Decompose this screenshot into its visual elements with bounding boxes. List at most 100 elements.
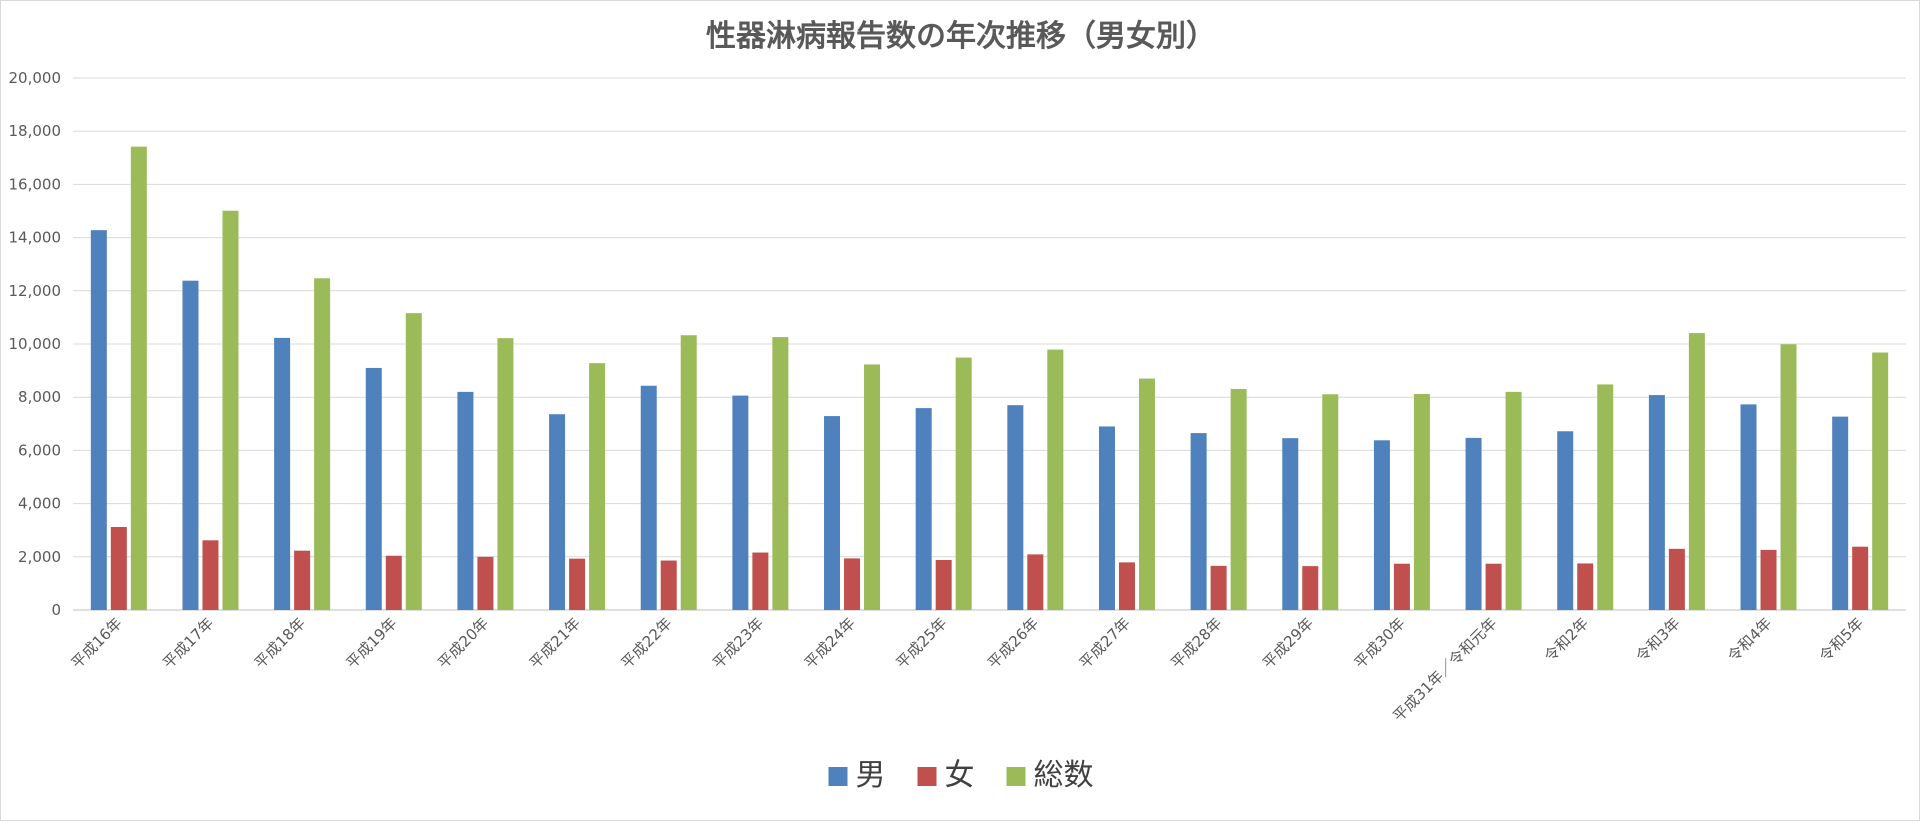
legend-swatch (917, 767, 937, 786)
legend-item: 男 (828, 758, 886, 793)
bar (680, 335, 697, 610)
bar (1393, 563, 1410, 610)
bar (844, 558, 861, 610)
bar (1210, 565, 1227, 610)
bar (1413, 394, 1430, 610)
bar (130, 146, 147, 611)
bar (497, 338, 514, 610)
bar (1852, 546, 1869, 610)
x-tick-label: 平成30年 (1351, 614, 1409, 672)
bar (1557, 431, 1574, 610)
bar (569, 558, 586, 610)
bar (1485, 563, 1502, 610)
bar (1302, 566, 1319, 610)
bar (294, 550, 311, 610)
y-tick-label: 12,000 (9, 282, 62, 300)
bar (752, 552, 769, 610)
bar (1465, 437, 1482, 610)
bar (640, 385, 657, 610)
legend-item: 総数 (1006, 758, 1094, 793)
x-tick-label: 平成20年 (434, 614, 492, 672)
x-tick-label: 令和5年 (1816, 614, 1867, 665)
y-tick-label: 0 (51, 601, 61, 619)
y-tick-label: 6,000 (18, 441, 61, 459)
legend-label: 総数 (1034, 758, 1094, 793)
legend-swatch (828, 767, 848, 786)
x-tick-label: 平成27年 (1076, 614, 1134, 672)
x-tick-label: 平成25年 (892, 614, 950, 672)
bar (915, 408, 932, 610)
bar (222, 210, 239, 610)
bars (90, 146, 1889, 611)
legend: 男 女 総数 (828, 758, 1094, 793)
y-tick-label: 14,000 (9, 229, 62, 247)
chart-title: 性器淋病報告数の年次推移（男女別） (706, 19, 1216, 54)
x-tick-label: 令和3年 (1632, 614, 1683, 665)
bar (202, 540, 219, 610)
y-axis-tick-labels: 0 2,000 4,000 6,000 8,000 10,000 12,000 14,000 1… (9, 69, 62, 619)
y-tick-label: 8,000 (18, 388, 61, 406)
legend-label: 男 (856, 758, 886, 793)
legend-label: 女 (945, 758, 975, 793)
bar (955, 357, 972, 610)
x-tick-label: 平成24年 (801, 614, 859, 672)
bar (314, 278, 331, 610)
bar (1027, 554, 1044, 610)
x-tick-label: 令和2年 (1541, 614, 1592, 665)
bar (274, 337, 291, 610)
bar (1282, 438, 1299, 610)
bar (182, 280, 199, 610)
bar (732, 395, 749, 610)
x-tick-label: 令和4年 (1724, 614, 1775, 665)
bar (90, 230, 107, 611)
bar (1872, 352, 1889, 610)
y-tick-label: 10,000 (9, 335, 62, 353)
bar (1190, 433, 1207, 610)
x-tick-label: 平成31年／令和元年 (1389, 614, 1500, 725)
x-tick-label: 平成17年 (159, 614, 217, 672)
bar (660, 560, 677, 610)
bar (1230, 388, 1247, 610)
bar (1118, 562, 1135, 610)
gridlines (73, 77, 1906, 611)
bar (935, 559, 952, 610)
bar (1138, 378, 1155, 610)
bar (477, 556, 494, 610)
y-tick-label: 18,000 (9, 122, 62, 140)
x-tick-label: 平成28年 (1167, 614, 1225, 672)
y-tick-label: 2,000 (18, 548, 61, 566)
bar (1373, 440, 1390, 610)
x-tick-label: 平成22年 (618, 614, 676, 672)
bar (1007, 405, 1024, 610)
bar (1832, 416, 1849, 610)
x-tick-label: 平成19年 (343, 614, 401, 672)
x-tick-label: 平成21年 (526, 614, 584, 672)
x-axis-tick-labels: 平成16年 平成17年 平成18年 平成19年 平成20年 平成21年 平成22年 平成23年… (68, 614, 1867, 725)
bar (589, 363, 606, 610)
bar (1760, 549, 1777, 610)
bar (1780, 344, 1797, 610)
bar (457, 391, 474, 610)
y-tick-label: 16,000 (9, 175, 62, 193)
bar (549, 414, 566, 610)
y-tick-label: 4,000 (18, 495, 61, 513)
x-tick-label: 平成16年 (68, 614, 126, 672)
bar (405, 313, 422, 610)
bar (385, 555, 402, 610)
legend-item: 女 (917, 758, 975, 793)
bar (1098, 426, 1115, 610)
bar (772, 337, 789, 610)
bar (1740, 404, 1757, 610)
bar (1322, 394, 1339, 610)
bar (1505, 391, 1522, 610)
bar (1668, 548, 1685, 610)
x-tick-label: 平成26年 (984, 614, 1042, 672)
bar (824, 416, 841, 610)
y-tick-label: 20,000 (9, 69, 62, 87)
x-tick-label: 平成23年 (709, 614, 767, 672)
bar (1648, 395, 1665, 610)
bar (1597, 384, 1614, 610)
x-tick-label: 平成29年 (1259, 614, 1317, 672)
